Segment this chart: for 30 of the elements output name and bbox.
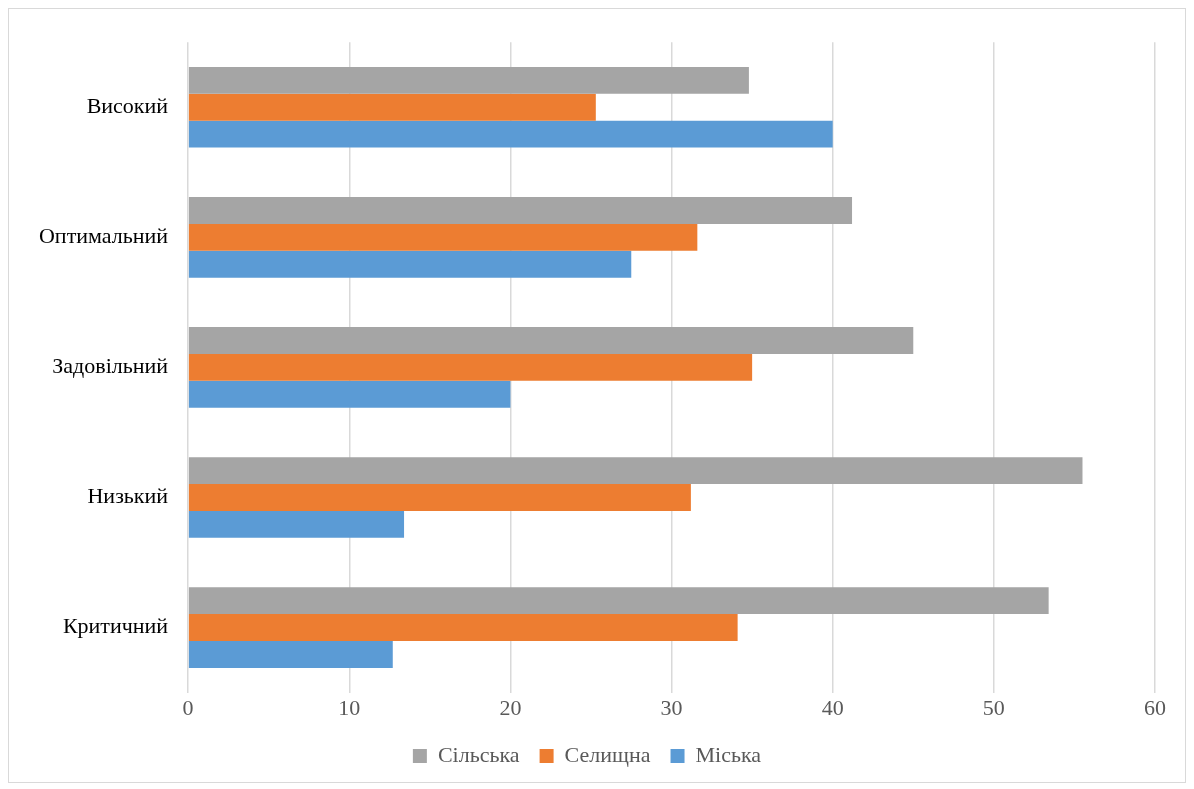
y-tick-label: Критичний	[62, 613, 169, 639]
x-tick-label: 20	[499, 694, 522, 720]
y-tick-label: Високий	[86, 93, 169, 119]
bar	[188, 510, 405, 538]
x-tick-label: 0	[182, 694, 194, 720]
bar	[188, 587, 1049, 615]
bar	[188, 66, 749, 94]
bar	[188, 223, 698, 251]
bar	[188, 197, 853, 224]
bar	[188, 120, 833, 148]
legend-label: Міська	[695, 741, 762, 767]
bar	[188, 250, 632, 278]
bar	[188, 484, 691, 511]
legend-label: Сільська	[437, 741, 520, 767]
bar	[188, 327, 914, 354]
x-tick-label: 50	[982, 694, 1005, 720]
y-tick-label: Задовільний	[52, 353, 169, 379]
x-tick-label: 30	[660, 694, 683, 720]
y-tick-label: Низький	[87, 483, 169, 509]
y-tick-label: Оптимальний	[38, 223, 169, 249]
x-tick-label: 10	[338, 694, 361, 720]
bar	[188, 380, 511, 408]
x-tick-label: 40	[821, 694, 844, 720]
bar	[188, 614, 738, 641]
legend-label: Селищна	[564, 741, 651, 767]
bar	[188, 93, 596, 121]
bar	[188, 353, 753, 381]
bar	[188, 641, 393, 668]
x-tick-label: 60	[1144, 694, 1166, 720]
bar	[188, 457, 1083, 485]
